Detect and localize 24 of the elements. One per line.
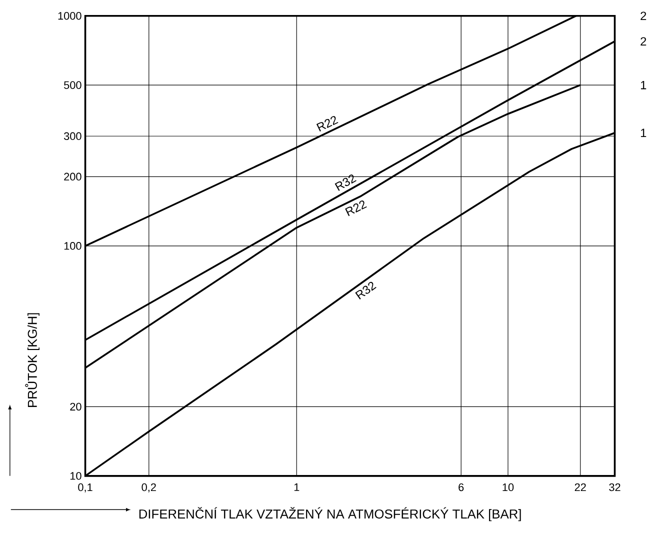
y-tick-label: 500: [64, 81, 82, 89]
x-tick-label: 0,1: [78, 483, 92, 492]
x-tick-label: 6: [458, 483, 464, 491]
x-tick-label: 10: [502, 483, 514, 491]
text: 2: [640, 12, 646, 20]
text: 1: [640, 128, 646, 137]
x-axis-title: DIFERENČNÍ TLAK VZTAŽENÝ NA ATMOSFÉRICKÝ TLAK [BAR]: [139, 507, 521, 521]
y-tick-label: 10: [70, 472, 82, 480]
y-tick-label: 100: [64, 242, 82, 250]
y-tick-label: 20: [70, 402, 82, 410]
text: 2: [640, 37, 646, 46]
y-axis-title: PRŮTOK [KG/H]: [25, 313, 40, 407]
text: 1: [640, 80, 646, 90]
text: R22: [345, 200, 367, 216]
text: R32: [334, 174, 356, 191]
x-tick-label: 32: [609, 483, 620, 491]
x-tick-label: 1: [294, 483, 300, 491]
text: R22: [316, 116, 338, 132]
y-tick-label: 200: [64, 172, 82, 180]
x-tick-label: 0,2: [142, 483, 156, 492]
y-tick-label: 1000: [58, 12, 82, 20]
text: R32: [355, 282, 376, 300]
x-tick-label: 22: [574, 483, 586, 491]
y-tick-label: 300: [64, 132, 82, 140]
